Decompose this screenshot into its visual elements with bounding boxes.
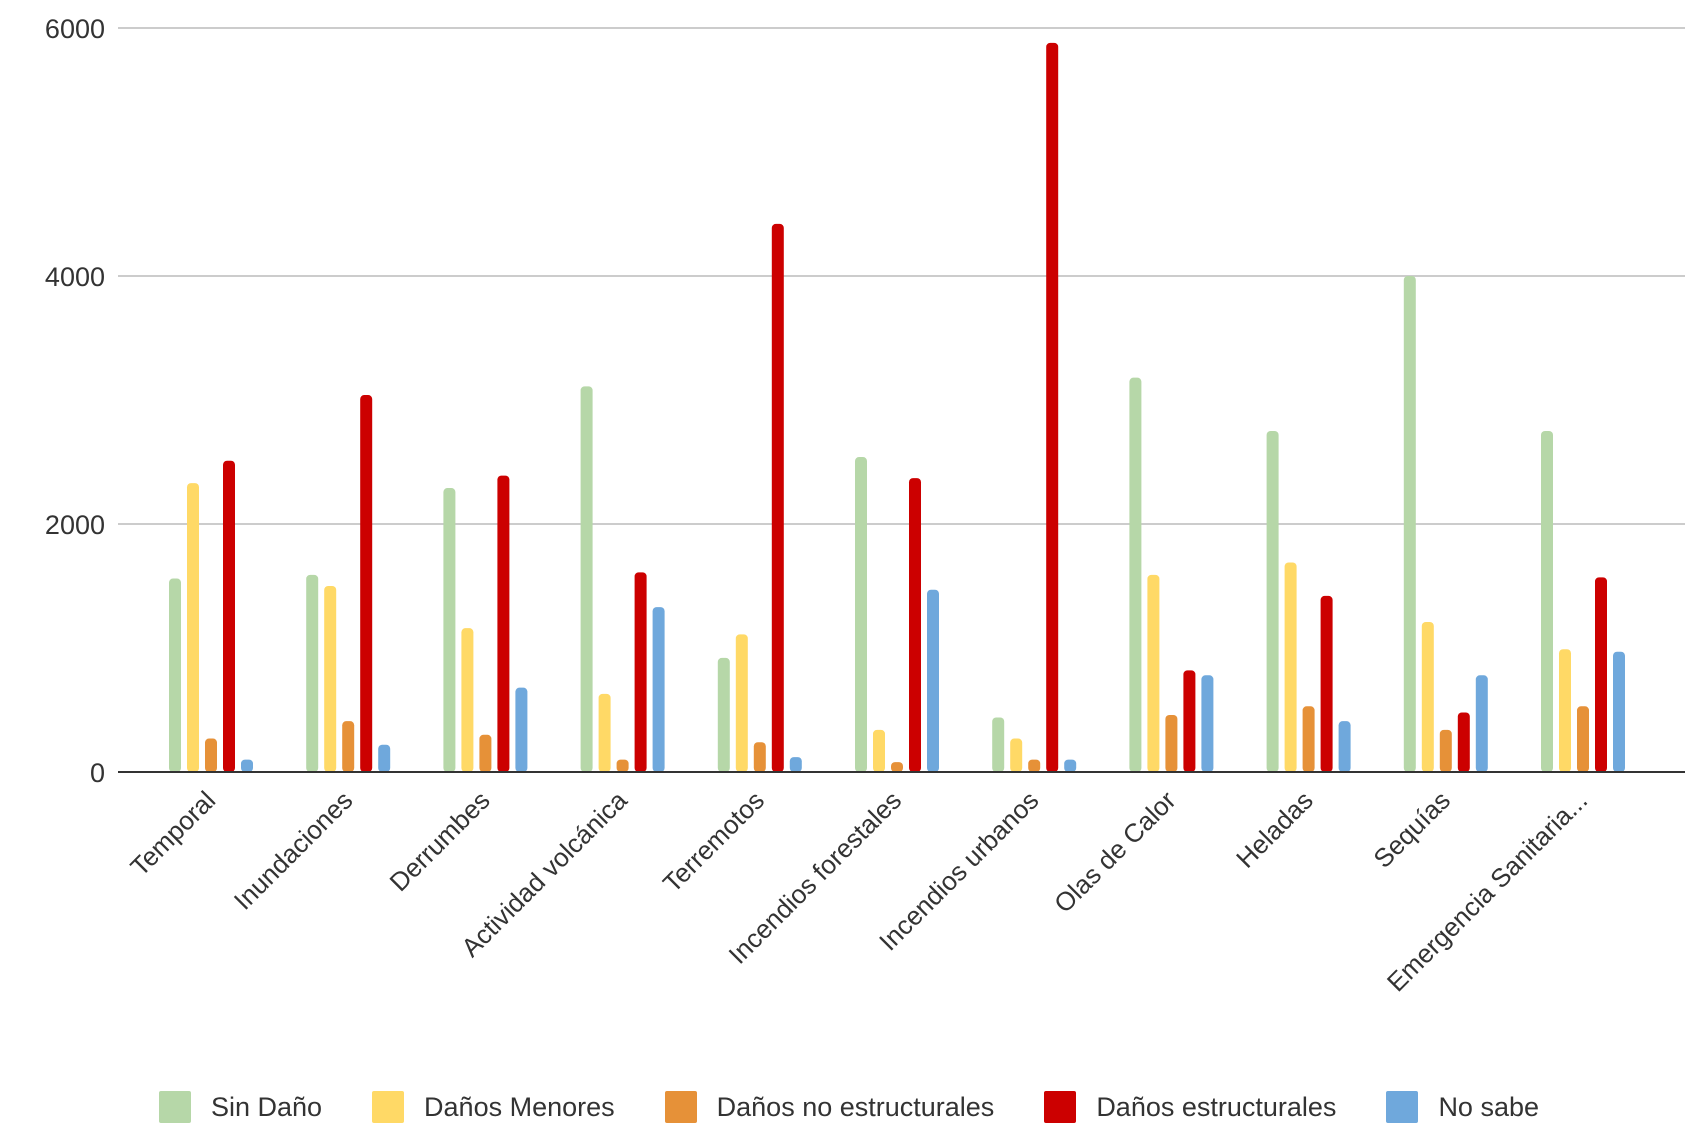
x-tick-label: Terremotos — [657, 785, 770, 898]
legend-label: Sin Daño — [210, 1091, 323, 1122]
legend-swatch — [1386, 1091, 1419, 1123]
bar — [1595, 577, 1607, 772]
legend-label: Daños estructurales — [1096, 1091, 1337, 1122]
bar — [1266, 431, 1279, 772]
y-tick-label: 2000 — [45, 510, 105, 540]
bar — [306, 574, 319, 772]
gridlines — [118, 27, 1685, 525]
bar — [909, 478, 921, 772]
y-tick-label: 6000 — [45, 14, 105, 44]
x-tick-label: Heladas — [1230, 785, 1319, 874]
bar — [891, 762, 903, 772]
bar — [1064, 759, 1077, 772]
bar — [1183, 670, 1196, 772]
bar — [1457, 712, 1470, 772]
bar — [1147, 574, 1160, 772]
bar — [479, 734, 492, 772]
bar — [598, 693, 611, 772]
bar — [1541, 431, 1553, 772]
bar — [1028, 759, 1041, 772]
bar — [873, 729, 885, 772]
legend-label: No sabe — [1438, 1091, 1540, 1122]
bar — [753, 742, 766, 772]
legend-label: Daños Menores — [424, 1091, 615, 1122]
bar — [342, 721, 355, 772]
bar — [443, 488, 456, 772]
bar — [1201, 675, 1214, 772]
legend-item: Sin Daño — [158, 1091, 323, 1123]
bar — [580, 386, 593, 772]
bar — [1320, 595, 1333, 772]
legend-swatch — [372, 1091, 405, 1123]
bar — [789, 757, 802, 772]
legend-item: Daños no estructurales — [664, 1091, 995, 1123]
bar — [378, 744, 391, 772]
bar — [616, 759, 629, 772]
bar — [1046, 42, 1059, 772]
x-tick-label: Sequías — [1367, 785, 1456, 874]
x-tick-label: Temporal — [124, 785, 221, 882]
bar — [771, 223, 784, 773]
legend-swatch — [1044, 1091, 1077, 1123]
x-tick-label: Derrumbes — [383, 785, 495, 897]
legend: Sin Daño Daños Menores Daños no estructura… — [0, 1082, 1698, 1132]
bars — [169, 42, 1625, 773]
axes: 0 2000 4000 6000 — [45, 14, 1685, 788]
bar — [223, 460, 235, 772]
bar — [1284, 562, 1297, 772]
bar — [169, 578, 181, 772]
bar — [1421, 621, 1434, 772]
bar — [1577, 706, 1589, 772]
bar — [205, 738, 217, 772]
bar — [324, 586, 337, 772]
bar — [1439, 729, 1452, 772]
bar — [1129, 377, 1142, 772]
bar — [1403, 276, 1416, 772]
x-tick-label: Inundaciones — [228, 785, 359, 916]
x-tick-label: Olas de Calor — [1048, 785, 1182, 919]
bar — [992, 717, 1005, 772]
bar — [497, 475, 510, 772]
bar — [652, 607, 665, 772]
legend-label: Daños no estructurales — [716, 1091, 995, 1122]
bar — [360, 395, 373, 772]
bar — [1010, 738, 1023, 772]
bar — [461, 628, 474, 772]
bar — [1613, 651, 1625, 772]
bar — [927, 589, 939, 772]
bar — [515, 687, 528, 772]
y-tick-label: 4000 — [45, 262, 105, 292]
bar — [241, 759, 253, 772]
y-tick-label: 0 — [90, 758, 105, 788]
bar — [634, 572, 647, 772]
bar — [1338, 721, 1351, 772]
bar — [187, 483, 199, 772]
legend-item: Daños estructurales — [1044, 1091, 1336, 1123]
legend-item: No sabe — [1386, 1091, 1539, 1123]
bar — [1302, 706, 1315, 772]
bar-chart: 0 2000 4000 6000 Temporal Inundaciones Derrum… — [45, 14, 1685, 998]
legend-swatch — [664, 1091, 697, 1123]
legend-swatch — [158, 1091, 191, 1123]
bar — [1165, 714, 1178, 772]
bar — [717, 657, 730, 772]
bar — [855, 457, 867, 772]
bar — [735, 634, 748, 772]
bar — [1475, 675, 1488, 772]
legend-item: Daños Menores — [372, 1091, 615, 1123]
bar — [1559, 649, 1571, 772]
